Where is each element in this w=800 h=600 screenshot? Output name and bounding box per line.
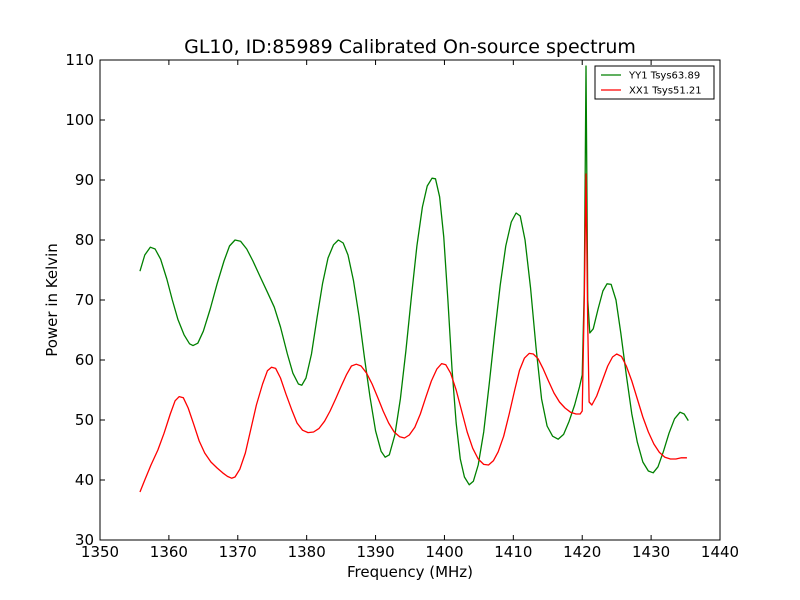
legend-label-2: XX1 Tsys51.21 xyxy=(629,86,702,97)
y-tick-label: 110 xyxy=(65,51,94,69)
y-tick-label: 100 xyxy=(65,111,94,129)
x-tick-label: 1350 xyxy=(81,543,119,561)
plot-area: 1350 1360 1370 1380 1390 1400 1410 1420 1430 1440… xyxy=(65,51,739,561)
x-tick-label: 1360 xyxy=(150,543,188,561)
series-line-2 xyxy=(139,173,687,493)
y-tick-label: 50 xyxy=(75,411,94,429)
y-tick-label: 70 xyxy=(75,291,94,309)
y-tick-label: 40 xyxy=(75,471,94,489)
x-tick-label: 1370 xyxy=(219,543,257,561)
y-tick-label: 80 xyxy=(75,231,94,249)
x-tick-label: 1410 xyxy=(494,543,532,561)
y-tick-label: 30 xyxy=(75,531,94,549)
legend-label-1: YY1 Tsys63.89 xyxy=(628,71,700,82)
y-axis-label: Power in Kelvin xyxy=(43,243,61,357)
x-tick-label: 1390 xyxy=(356,543,394,561)
chart-title: GL10, ID:85989 Calibrated On-source spec… xyxy=(184,36,636,58)
x-tick-label: 1440 xyxy=(701,543,739,561)
y-tick-label: 90 xyxy=(75,171,94,189)
x-axis-label: Frequency (MHz) xyxy=(347,563,473,581)
x-tick-label: 1430 xyxy=(632,543,670,561)
x-tick-label: 1400 xyxy=(425,543,463,561)
legend-box xyxy=(594,65,715,100)
y-tick-label: 60 xyxy=(75,351,94,369)
series-line-1 xyxy=(139,65,689,486)
x-tick-label: 1380 xyxy=(288,543,326,561)
x-tick-label: 1420 xyxy=(563,543,601,561)
